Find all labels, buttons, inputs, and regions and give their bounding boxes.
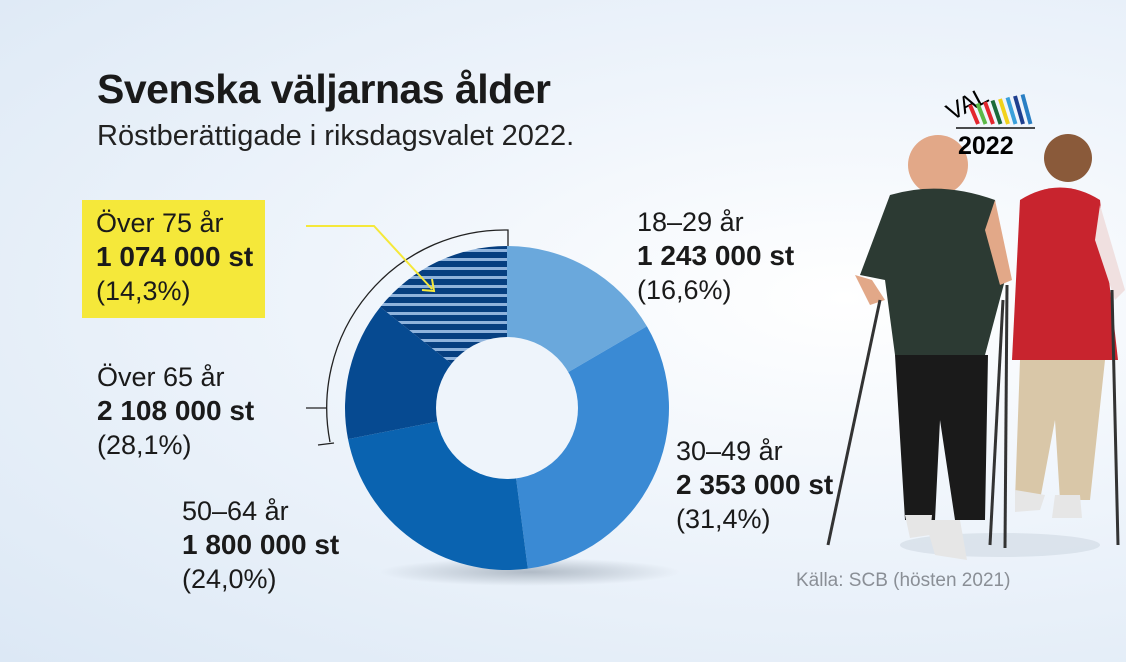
logo-stripe [975,102,988,125]
label-18-29: 18–29 år 1 243 000 st (16,6%) [637,205,794,307]
label-over-75-count: 1 074 000 st [96,241,254,272]
logo-year: 2022 [958,132,1014,160]
logo-stripe [983,101,995,125]
donut-shadow [380,558,680,586]
logo-stripe [968,104,980,125]
over-75-arrow [306,225,436,293]
label-30-49-count: 2 353 000 st [676,469,834,500]
label-over-75-percent: (14,3%) [96,276,191,306]
logo-stripe [1013,95,1025,125]
logo-stripe [990,99,1003,125]
label-18-29-count: 1 243 000 st [637,240,795,271]
label-50-64-percent: (24,0%) [182,564,277,594]
label-30-49-name: 30–49 år [676,436,783,466]
label-over-65-name: Över 65 år [97,362,225,392]
page-title: Svenska väljarnas ålder [97,66,551,112]
bracket-end [317,442,335,446]
donut-slice-65-74-r [345,306,453,440]
page-subtitle: Röstberättigade i riksdagsvalet 2022. [97,120,575,152]
logo-stripe [998,98,1010,125]
label-18-29-name: 18–29 år [637,207,744,237]
label-over-65-count: 2 108 000 st [97,395,255,426]
label-30-49-percent: (31,4%) [676,504,771,534]
label-50-64-count: 1 800 000 st [182,529,340,560]
label-over-75: Över 75 år 1 074 000 st (14,3%) [82,200,266,318]
label-over-65: Över 65 år 2 108 000 st (28,1%) [97,360,254,462]
label-over-75-name: Över 75 år [96,208,224,238]
logo-stripe [1020,93,1033,125]
elderly-walkers-photo [826,134,1125,560]
donut-slice-50-64-r [348,421,528,571]
label-50-64: 50–64 år 1 800 000 st (24,0%) [182,494,339,596]
donut-slice-30-49-r [515,326,669,569]
donut-slice-18-29-r [507,246,647,373]
label-over-65-percent: (28,1%) [97,430,192,460]
val-2022-logo: VAL 2022 [940,80,1040,160]
donut-slice--ver-75-r [380,246,507,365]
label-50-64-name: 50–64 år [182,496,289,526]
donut-hole [436,337,578,479]
label-30-49: 30–49 år 2 353 000 st (31,4%) [676,434,833,536]
label-18-29-percent: (16,6%) [637,275,732,305]
over-65-bracket [326,229,509,443]
logo-stripe [1005,96,1018,125]
source-note: Källa: SCB (hösten 2021) [796,570,1011,591]
